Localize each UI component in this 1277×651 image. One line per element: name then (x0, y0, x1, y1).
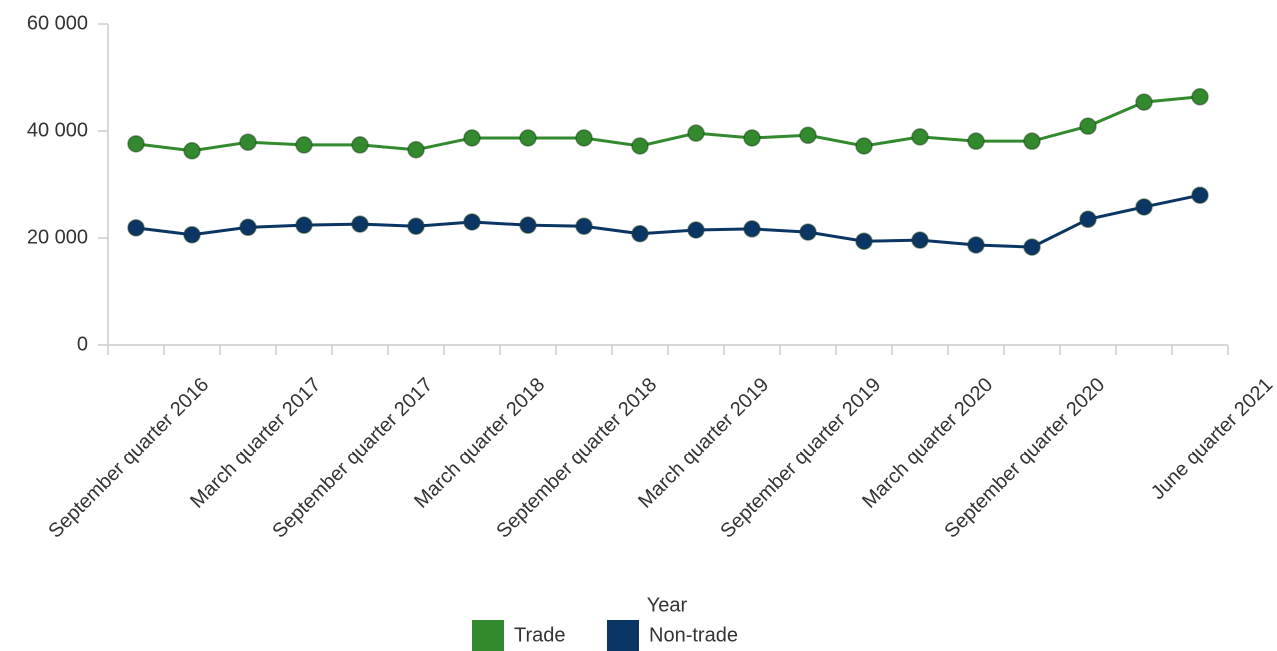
y-tick-label: 0 (77, 333, 88, 355)
data-point (1079, 117, 1097, 135)
data-point (687, 221, 705, 239)
y-tick-label: 20 000 (27, 226, 88, 248)
series-line (135, 95, 1201, 153)
data-point (1135, 93, 1153, 111)
data-point (1079, 210, 1097, 229)
data-point (519, 129, 537, 147)
data-point (183, 226, 201, 244)
data-point (631, 224, 649, 243)
data-point (519, 216, 537, 234)
y-tick-label: 40 000 (27, 119, 88, 141)
legend-swatch (607, 620, 639, 651)
data-point (1023, 132, 1041, 150)
data-point (295, 136, 313, 154)
data-point (1191, 88, 1209, 106)
data-point (911, 128, 929, 146)
data-point (1191, 186, 1209, 204)
data-point (687, 124, 705, 142)
legend-label: Trade (514, 624, 566, 646)
data-point (631, 137, 649, 155)
data-point (575, 129, 593, 147)
data-point (407, 217, 425, 235)
data-point (239, 133, 257, 151)
data-point (967, 132, 985, 150)
data-point (407, 140, 425, 159)
data-point (743, 129, 761, 147)
data-point (855, 232, 873, 250)
data-point (967, 236, 985, 254)
data-point (183, 142, 201, 160)
data-point (127, 219, 145, 237)
y-tick-label: 60 000 (27, 12, 88, 34)
data-point (351, 215, 369, 233)
data-point (463, 129, 481, 147)
legend-title: Year (647, 594, 688, 616)
data-point (127, 135, 145, 153)
data-point (295, 216, 313, 234)
data-point (1023, 238, 1041, 256)
data-point (1135, 198, 1153, 216)
data-point (743, 220, 761, 238)
x-tick-label: September quarter 2016 (44, 374, 213, 543)
data-point (239, 218, 257, 237)
data-point (799, 223, 817, 241)
legend-label: Non-trade (649, 624, 738, 646)
data-point (911, 231, 929, 249)
data-point (855, 137, 873, 155)
series-line (135, 193, 1201, 249)
data-point (351, 136, 369, 154)
legend-swatch (472, 620, 504, 651)
x-tick-label: June quarter 2021 (1147, 374, 1277, 504)
data-point (463, 213, 481, 231)
data-point (575, 217, 593, 235)
data-point (799, 126, 817, 145)
